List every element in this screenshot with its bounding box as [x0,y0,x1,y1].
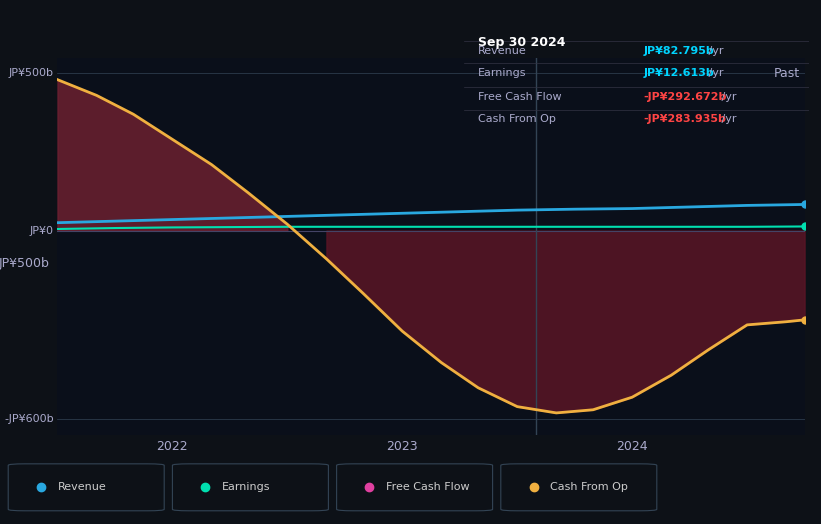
Text: JP¥500b: JP¥500b [0,257,50,270]
Text: -JP¥283.935b: -JP¥283.935b [643,114,726,125]
Text: JP¥500b: JP¥500b [9,68,53,79]
Text: Cash From Op: Cash From Op [550,482,628,493]
Text: Earnings: Earnings [222,482,270,493]
Text: /yr: /yr [718,114,736,125]
Text: Revenue: Revenue [478,46,526,56]
Text: JP¥12.613b: JP¥12.613b [643,68,714,78]
Text: Cash From Op: Cash From Op [478,114,556,125]
Text: /yr: /yr [705,68,724,78]
Text: Past: Past [774,67,800,80]
Text: Sep 30 2024: Sep 30 2024 [478,36,565,49]
Text: Revenue: Revenue [57,482,106,493]
Text: JP¥0: JP¥0 [30,225,53,236]
Text: JP¥82.795b: JP¥82.795b [643,46,714,56]
Text: Earnings: Earnings [478,68,526,78]
Text: /yr: /yr [705,46,724,56]
Text: Free Cash Flow: Free Cash Flow [478,92,562,102]
Text: /yr: /yr [718,92,736,102]
Text: Free Cash Flow: Free Cash Flow [386,482,470,493]
Text: -JP¥292.672b: -JP¥292.672b [643,92,727,102]
Text: -JP¥600b: -JP¥600b [4,414,53,424]
